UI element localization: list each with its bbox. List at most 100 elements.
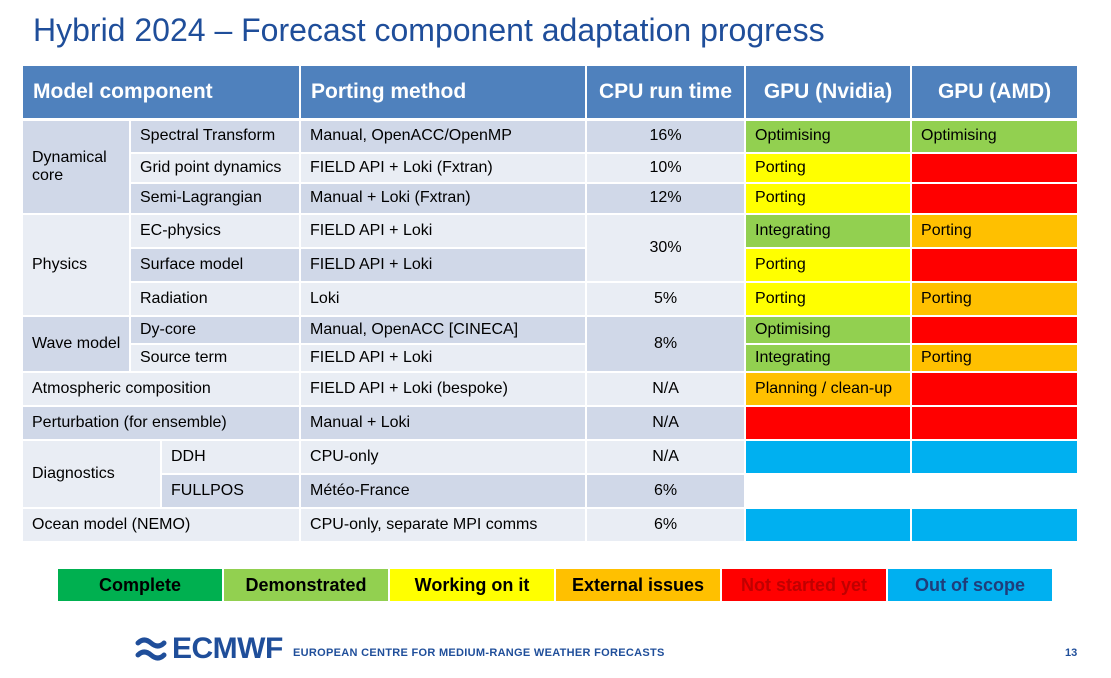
table-row: Surface model FIELD API + Loki Porting xyxy=(23,247,1080,283)
porting-cell: Manual, OpenACC [CINECA] xyxy=(300,315,588,345)
porting-cell: FIELD API + Loki (Fxtran) xyxy=(300,152,588,184)
nvidia-status-cell: Porting xyxy=(745,182,913,215)
table-row: Dynamical core Spectral Transform Manual… xyxy=(23,119,1080,215)
porting-cell: Manual + Loki (Fxtran) xyxy=(300,182,588,215)
amd-status-cell: Porting xyxy=(911,343,1080,373)
cpu-cell: 12% xyxy=(586,182,747,215)
amd-status-cell xyxy=(911,405,1080,441)
nvidia-status-cell: Porting xyxy=(745,152,913,184)
progress-table: Model component Porting method CPU run t… xyxy=(23,66,1080,543)
component-cell: Grid point dynamics xyxy=(130,152,302,184)
table-row: Radiation Loki 5% Porting Porting xyxy=(23,281,1080,317)
table-row: Physics EC-physics FIELD API + Loki 30% … xyxy=(23,213,1080,317)
porting-cell: FIELD API + Loki xyxy=(300,247,588,283)
porting-cell: Manual, OpenACC/OpenMP xyxy=(300,119,588,154)
porting-cell: FIELD API + Loki xyxy=(300,343,588,373)
amd-status-cell xyxy=(911,473,1080,509)
cpu-cell: 5% xyxy=(586,281,747,317)
table-header-row: Model component Porting method CPU run t… xyxy=(23,66,1080,121)
nvidia-status-cell xyxy=(745,473,913,509)
component-cell: Source term xyxy=(130,343,302,373)
nvidia-status-cell: Optimising xyxy=(745,315,913,345)
porting-cell: FIELD API + Loki (bespoke) xyxy=(300,371,588,407)
legend-demonstrated: Demonstrated xyxy=(224,569,390,601)
table-row: Grid point dynamics FIELD API + Loki (Fx… xyxy=(23,152,1080,184)
cpu-cell: 16% xyxy=(586,119,747,154)
table-row: Diagnostics DDH CPU-only N/A xyxy=(23,439,1080,509)
cpu-cell: 30% xyxy=(586,213,747,283)
component-cell: Perturbation (for ensemble) xyxy=(23,405,302,441)
component-cell: DDH xyxy=(161,439,302,475)
porting-cell: CPU-only xyxy=(300,439,588,475)
ecmwf-logo: ECMWF xyxy=(134,632,283,666)
cpu-cell: 6% xyxy=(586,507,747,543)
legend-external-issues: External issues xyxy=(556,569,722,601)
table-row: Atmospheric composition FIELD API + Loki… xyxy=(23,371,1080,407)
component-cell: FULLPOS xyxy=(161,473,302,509)
cpu-cell: N/A xyxy=(586,405,747,441)
nvidia-status-cell: Planning / clean-up xyxy=(745,371,913,407)
slide-title: Hybrid 2024 – Forecast component adaptat… xyxy=(33,12,825,48)
header-gpu-nvidia: GPU (Nvidia) xyxy=(745,66,913,121)
table-row: Semi-Lagrangian Manual + Loki (Fxtran) 1… xyxy=(23,182,1080,215)
page-number: 13 xyxy=(1065,647,1078,659)
component-cell: Semi-Lagrangian xyxy=(130,182,302,215)
legend-not-started-yet: Not started yet xyxy=(722,569,888,601)
group-diagnostics: Diagnostics xyxy=(23,439,162,509)
nvidia-status-cell: Optimising xyxy=(745,119,913,154)
amd-status-cell xyxy=(911,315,1080,345)
component-cell: Surface model xyxy=(130,247,302,283)
table-row: Source term FIELD API + Loki Integrating… xyxy=(23,343,1080,373)
nvidia-status-cell xyxy=(745,439,913,475)
legend-working-on-it: Working on it xyxy=(390,569,556,601)
cpu-cell: 10% xyxy=(586,152,747,184)
porting-cell: Loki xyxy=(300,281,588,317)
porting-cell: Manual + Loki xyxy=(300,405,588,441)
amd-status-cell xyxy=(911,182,1080,215)
organisation-name: EUROPEAN CENTRE FOR MEDIUM-RANGE WEATHER… xyxy=(293,647,665,659)
amd-status-cell xyxy=(911,152,1080,184)
legend-out-of-scope: Out of scope xyxy=(888,569,1054,601)
header-cpu-run-time: CPU run time xyxy=(586,66,747,121)
table-row: Ocean model (NEMO) CPU-only, separate MP… xyxy=(23,507,1080,543)
group-physics: Physics xyxy=(23,213,131,317)
component-cell: Ocean model (NEMO) xyxy=(23,507,302,543)
component-cell: Dy-core xyxy=(130,315,302,345)
legend-complete: Complete xyxy=(58,569,224,601)
nvidia-status-cell xyxy=(745,507,913,543)
component-cell: EC-physics xyxy=(130,213,302,249)
header-gpu-amd: GPU (AMD) xyxy=(911,66,1080,121)
cpu-cell: 8% xyxy=(586,315,747,373)
porting-cell: CPU-only, separate MPI comms xyxy=(300,507,588,543)
header-porting-method: Porting method xyxy=(300,66,588,121)
nvidia-status-cell: Porting xyxy=(745,281,913,317)
group-wave-model: Wave model xyxy=(23,315,131,373)
amd-status-cell xyxy=(911,507,1080,543)
amd-status-cell: Porting xyxy=(911,281,1080,317)
table-row: FULLPOS Météo-France 6% xyxy=(23,473,1080,509)
ecmwf-logo-icon xyxy=(135,637,167,661)
status-legend: Complete Demonstrated Working on it Exte… xyxy=(58,569,1054,601)
amd-status-cell: Porting xyxy=(911,213,1080,249)
table-row: Perturbation (for ensemble) Manual + Lok… xyxy=(23,405,1080,441)
amd-status-cell xyxy=(911,247,1080,283)
amd-status-cell: Optimising xyxy=(911,119,1080,154)
logo-text: ECMWF xyxy=(172,632,283,665)
nvidia-status-cell: Integrating xyxy=(745,343,913,373)
porting-cell: Météo-France xyxy=(300,473,588,509)
table-row: Wave model Dy-core Manual, OpenACC [CINE… xyxy=(23,315,1080,373)
component-cell: Radiation xyxy=(130,281,302,317)
group-dynamical-core: Dynamical core xyxy=(23,119,131,215)
nvidia-status-cell xyxy=(745,405,913,441)
component-cell: Atmospheric composition xyxy=(23,371,302,407)
nvidia-status-cell: Integrating xyxy=(745,213,913,249)
nvidia-status-cell: Porting xyxy=(745,247,913,283)
amd-status-cell xyxy=(911,439,1080,475)
amd-status-cell xyxy=(911,371,1080,407)
cpu-cell: 6% xyxy=(586,473,747,509)
cpu-cell: N/A xyxy=(586,439,747,475)
header-model-component: Model component xyxy=(23,66,302,121)
cpu-cell: N/A xyxy=(586,371,747,407)
porting-cell: FIELD API + Loki xyxy=(300,213,588,249)
component-cell: Spectral Transform xyxy=(130,119,302,154)
